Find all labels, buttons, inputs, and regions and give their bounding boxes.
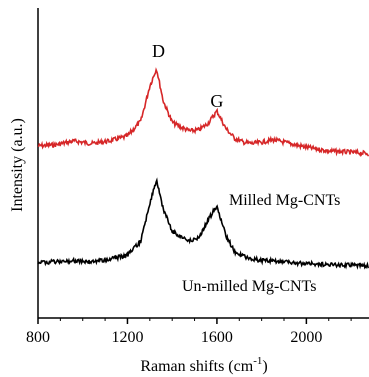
labels-layer: Milled Mg-CNTs Un-milled Mg-CNTs D G — [152, 41, 340, 295]
series-line — [37, 67, 369, 158]
series-label: Un-milled Mg-CNTs — [182, 278, 316, 295]
peak-annotation: G — [210, 91, 223, 111]
x-axis-label-sup: -1 — [253, 355, 262, 367]
x-ticks: 800 1200 1600 2000 — [26, 318, 352, 346]
peak-annotation: D — [152, 41, 165, 61]
series-line — [37, 177, 369, 270]
series-label: Milled Mg-CNTs — [229, 192, 340, 209]
x-tick-label: 800 — [26, 329, 50, 346]
x-axis-label-main: Raman shifts (cm — [140, 358, 253, 375]
x-tick-label: 2000 — [290, 329, 322, 346]
series-layer — [37, 67, 369, 270]
x-axis-label-close: ) — [262, 358, 267, 375]
x-tick-label: 1600 — [201, 329, 233, 346]
x-axis-label: Raman shifts (cm-1) — [140, 355, 267, 375]
y-axis-label: Intensity (a.u.) — [9, 118, 26, 212]
x-tick-label: 1200 — [111, 329, 143, 346]
axes-frame — [37, 8, 369, 319]
